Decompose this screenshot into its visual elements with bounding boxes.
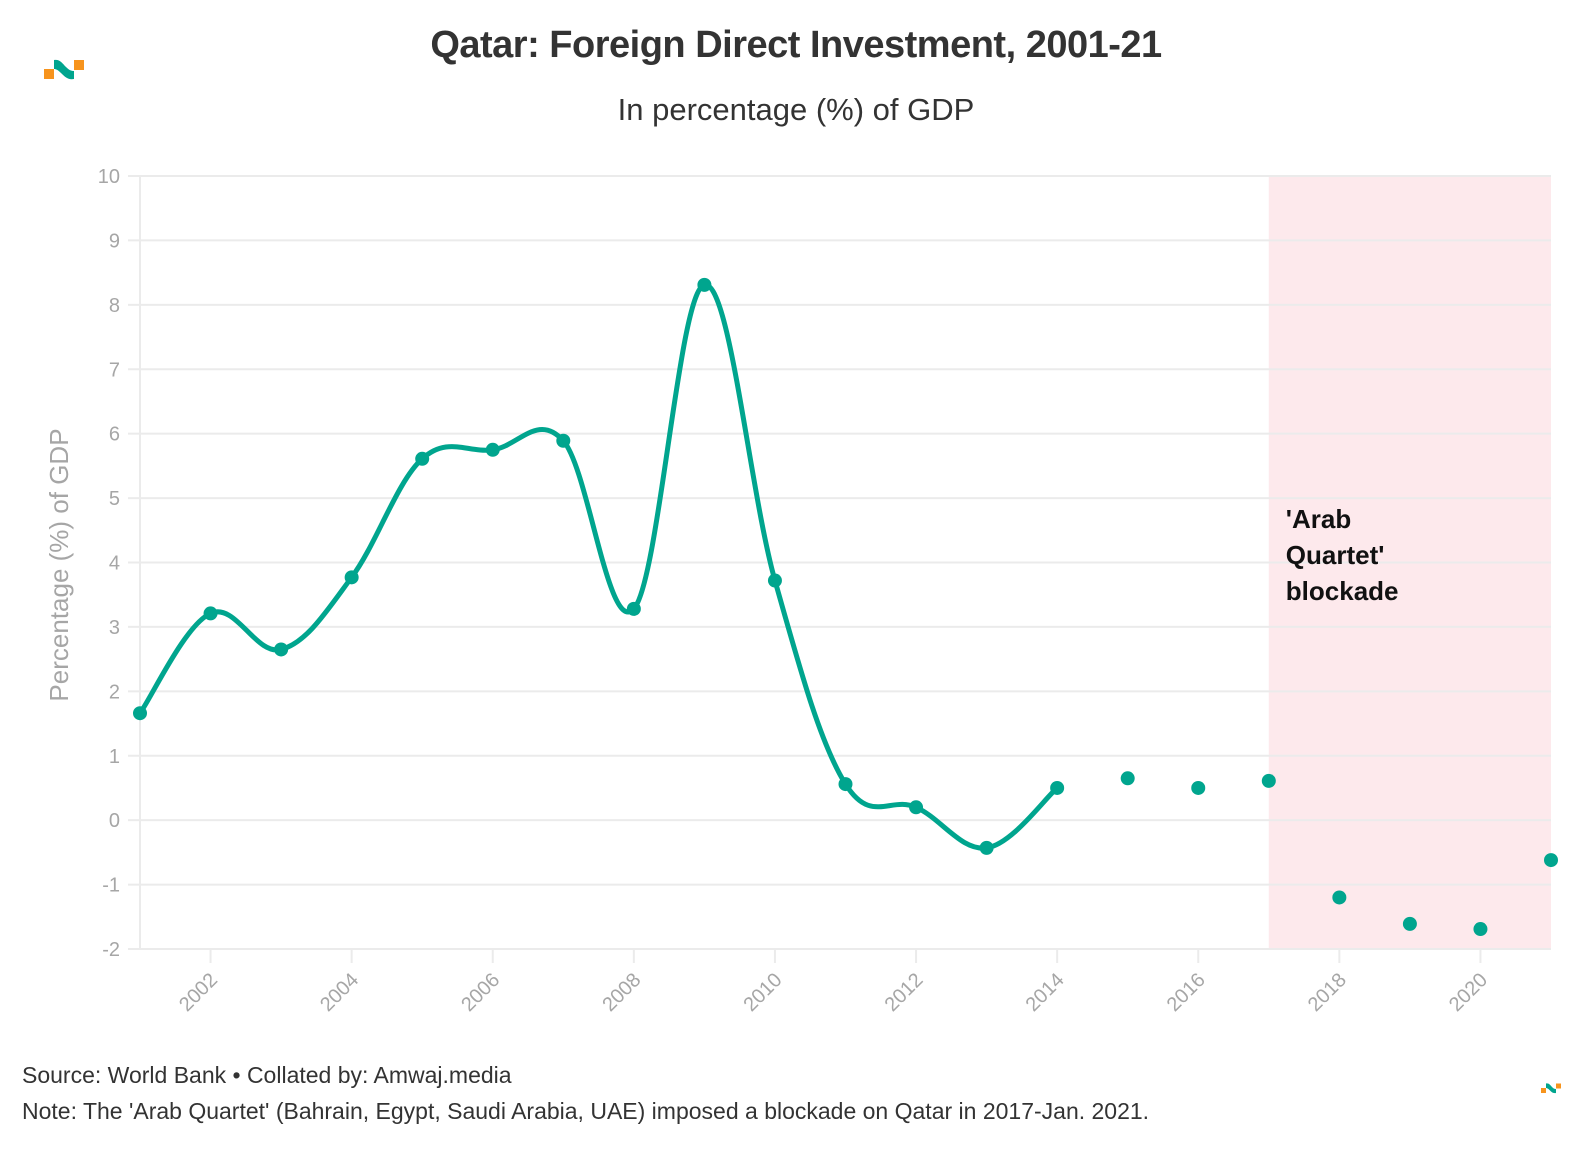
chart-title: Qatar: Foreign Direct Investment, 2001-2… [430,24,1162,66]
footer-source: Source: World Bank • Collated by: Amwaj.… [22,1062,512,1088]
data-point-2008 [626,601,641,616]
y-tick-label: 3 [109,617,120,639]
data-point-2015 [1120,771,1135,786]
x-tick-label: 2018 [1304,969,1351,1016]
footer-note: Note: The 'Arab Quartet' (Bahrain, Egypt… [22,1098,1150,1124]
amwaj-logo-small-icon [1541,1083,1561,1094]
data-point-2016 [1191,780,1206,795]
data-point-2010 [767,573,782,588]
y-tick-label: -2 [102,939,120,961]
x-tick-label: 2010 [739,969,786,1016]
data-point-2018 [1332,890,1347,905]
data-point-2006 [485,442,500,457]
x-tick-label: 2020 [1445,969,1492,1016]
data-point-2002 [203,606,218,621]
y-tick-label: 8 [109,295,120,317]
y-tick-label: 6 [109,424,120,446]
data-point-2001 [133,706,147,721]
y-tick-label: 9 [109,230,120,252]
data-point-2014 [1050,780,1065,795]
y-tick-label: 10 [98,166,120,188]
x-tick-label: 2016 [1163,969,1210,1016]
chart-subtitle: In percentage (%) of GDP [617,92,975,127]
blockade-annotation-line: Quartet' [1286,540,1385,570]
y-axis-label: Percentage (%) of GDP [44,428,74,701]
data-point-2020 [1473,922,1488,937]
y-tick-label: 2 [109,681,120,703]
data-point-2019 [1402,916,1417,931]
data-point-2005 [415,451,430,466]
x-tick-label: 2006 [457,969,504,1016]
x-tick-label: 2012 [881,969,928,1016]
y-tick-label: 0 [109,810,120,832]
y-tick-label: 1 [109,746,120,768]
data-point-2004 [344,570,359,585]
blockade-annotation-line: 'Arab [1286,504,1351,534]
x-tick-label: 2002 [175,969,222,1016]
x-tick-label: 2008 [598,969,645,1016]
data-point-2003 [274,642,289,657]
data-point-2017 [1261,773,1276,788]
blockade-annotation-line: blockade [1286,576,1399,606]
data-point-2012 [909,800,924,815]
x-tick-label: 2004 [316,969,363,1016]
data-point-2011 [838,777,853,792]
data-point-2007 [556,433,571,448]
x-tick-label: 2014 [1022,969,1069,1016]
data-point-2009 [697,277,712,292]
data-point-2021 [1544,853,1558,868]
y-tick-label: -1 [102,875,120,897]
amwaj-logo-icon [44,59,84,80]
line-chart: -2 -1 0 1 2 3 4 5 6 7 8 9 10 2002 2004 2006 2008 2010 2012… [44,166,1558,1016]
y-tick-label: 5 [109,488,120,510]
data-point-2013 [979,840,994,855]
y-tick-label: 7 [109,359,120,381]
y-tick-label: 4 [109,553,120,575]
